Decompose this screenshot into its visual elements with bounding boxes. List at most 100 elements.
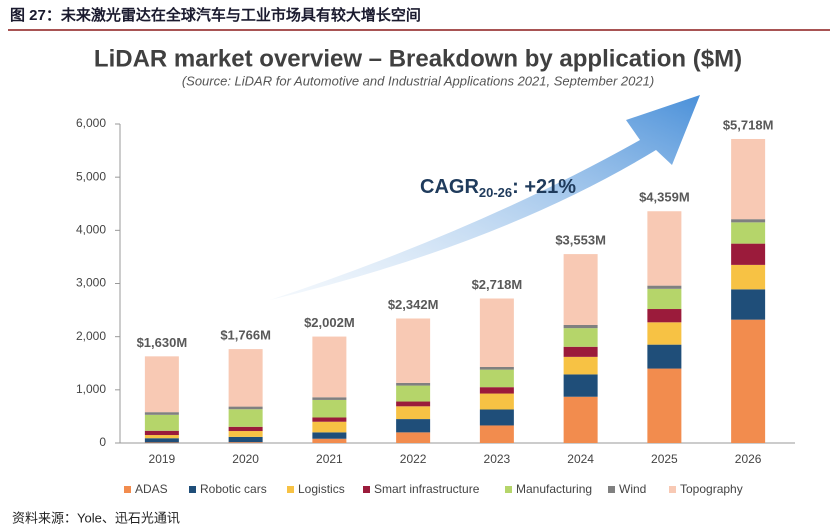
- legend-swatch: [189, 486, 196, 493]
- x-tick-label: 2022: [400, 452, 427, 466]
- legend-swatch: [124, 486, 131, 493]
- bar-segment: [228, 431, 263, 437]
- bar-segment: [647, 288, 682, 310]
- bar-segment: [144, 356, 179, 413]
- chart-title: LiDAR market overview – Breakdown by app…: [94, 45, 742, 72]
- bar-segment: [563, 328, 598, 347]
- bar-segment: [396, 385, 431, 402]
- y-tick-label: 6,000: [76, 116, 106, 130]
- total-label: $2,002M: [304, 315, 355, 330]
- bar-segment: [731, 289, 766, 320]
- chart-subtitle: (Source: LiDAR for Automotive and Indust…: [182, 73, 654, 88]
- cagr-annotation: CAGR20-26: +21%: [420, 176, 576, 200]
- x-tick-label: 2026: [735, 452, 762, 466]
- bar-segment: [228, 442, 263, 443]
- legend-label: Topography: [680, 482, 743, 496]
- y-tick-label: 5,000: [76, 169, 106, 183]
- bar-segment: [563, 356, 598, 375]
- legend-label: Robotic cars: [200, 482, 267, 496]
- legend-label: Wind: [619, 482, 646, 496]
- bar-segment: [228, 426, 263, 432]
- bar-segment: [228, 409, 263, 427]
- bar-segment: [647, 309, 682, 323]
- bar-segment: [228, 349, 263, 407]
- bar-segment: [563, 346, 598, 357]
- total-label: $1,766M: [220, 328, 271, 343]
- bar-segment: [312, 432, 347, 439]
- bar-segment: [144, 412, 179, 415]
- bar-segment: [228, 406, 263, 410]
- bar-segment: [396, 419, 431, 433]
- total-label: $1,630M: [137, 335, 188, 350]
- bar-segment: [563, 254, 598, 325]
- bar-segment: [647, 211, 682, 286]
- bar-segment: [479, 393, 514, 410]
- bar-segment: [312, 397, 347, 400]
- bar-segment: [144, 414, 179, 431]
- total-label: $4,359M: [639, 190, 690, 205]
- bar-segment: [144, 435, 179, 439]
- x-tick-label: 2025: [651, 452, 678, 466]
- legend-swatch: [363, 486, 370, 493]
- bar-segment: [396, 406, 431, 420]
- bar-segment: [731, 243, 766, 265]
- bar-segment: [479, 409, 514, 426]
- figure-title: 图 27：未来激光雷达在全球汽车与工业市场具有较大增长空间: [10, 6, 421, 24]
- x-tick-label: 2024: [567, 452, 594, 466]
- legend-label: Smart infrastructure: [374, 482, 480, 496]
- y-tick-label: 1,000: [76, 382, 106, 396]
- total-label: $2,718M: [472, 277, 523, 292]
- legend-swatch: [287, 486, 294, 493]
- legend-label: ADAS: [135, 482, 168, 496]
- bar-segment: [563, 396, 598, 443]
- bar-segment: [312, 421, 347, 433]
- bar-segment: [647, 344, 682, 369]
- bar-segment: [731, 138, 766, 220]
- legend-label: Logistics: [298, 482, 345, 496]
- bar-segment: [479, 366, 514, 370]
- bar-segment: [396, 401, 431, 407]
- growth-arrow: [270, 95, 700, 300]
- bar-segment: [312, 336, 347, 398]
- y-tick-label: 3,000: [76, 276, 106, 290]
- bar-segment: [144, 430, 179, 436]
- y-tick-label: 2,000: [76, 329, 106, 343]
- total-label: $5,718M: [723, 117, 774, 132]
- bar-segment: [479, 425, 514, 443]
- x-tick-label: 2021: [316, 452, 343, 466]
- legend-swatch: [505, 486, 512, 493]
- bar-segment: [396, 432, 431, 443]
- legend-swatch: [608, 486, 615, 493]
- total-label: $2,342M: [388, 297, 439, 312]
- bar-segment: [312, 438, 347, 443]
- bar-segment: [479, 298, 514, 367]
- bar-segment: [396, 382, 431, 386]
- bar-segment: [731, 219, 766, 223]
- bar-segment: [144, 442, 179, 443]
- bar-segment: [479, 369, 514, 388]
- source-note: 资料来源：Yole、迅石光通讯: [12, 510, 180, 525]
- bar-segment: [396, 318, 431, 383]
- bar-segment: [144, 438, 179, 443]
- bar-segment: [312, 417, 347, 422]
- y-tick-label: 4,000: [76, 223, 106, 237]
- y-tick-label: 0: [99, 435, 106, 449]
- bar-segment: [731, 264, 766, 290]
- bar-segment: [228, 436, 263, 443]
- bar-segment: [563, 374, 598, 397]
- legend-swatch: [669, 486, 676, 493]
- total-label: $3,553M: [555, 233, 606, 248]
- bar-segment: [731, 319, 766, 443]
- bar-segment: [563, 324, 598, 329]
- x-tick-label: 2020: [232, 452, 259, 466]
- bar-segment: [731, 222, 766, 244]
- bar-segment: [647, 322, 682, 345]
- bar-segment: [647, 285, 682, 289]
- x-tick-label: 2019: [149, 452, 176, 466]
- bar-segment: [647, 368, 682, 443]
- bar-segment: [479, 387, 514, 394]
- x-tick-label: 2023: [484, 452, 511, 466]
- legend-label: Manufacturing: [516, 482, 592, 496]
- bar-segment: [312, 399, 347, 418]
